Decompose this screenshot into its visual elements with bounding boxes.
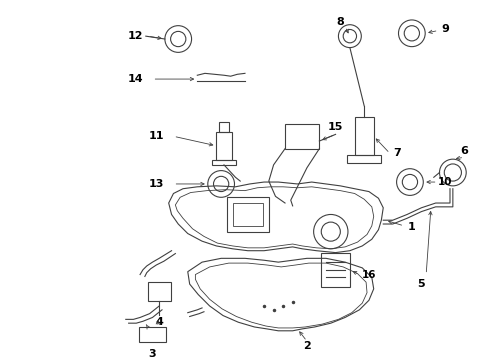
- Text: 16: 16: [361, 270, 375, 280]
- Text: 10: 10: [437, 177, 451, 187]
- Text: 14: 14: [127, 74, 143, 84]
- Text: 6: 6: [459, 145, 468, 156]
- Text: 13: 13: [148, 179, 163, 189]
- Text: 8: 8: [336, 17, 344, 27]
- Text: 4: 4: [155, 317, 163, 327]
- Text: 5: 5: [417, 279, 425, 289]
- Text: 3: 3: [148, 349, 156, 359]
- Text: 7: 7: [393, 148, 401, 158]
- Text: 12: 12: [127, 31, 143, 41]
- Text: 11: 11: [148, 131, 163, 141]
- Text: 15: 15: [327, 122, 343, 132]
- Text: 2: 2: [303, 341, 310, 351]
- Text: 9: 9: [440, 24, 448, 35]
- Text: 1: 1: [407, 222, 415, 232]
